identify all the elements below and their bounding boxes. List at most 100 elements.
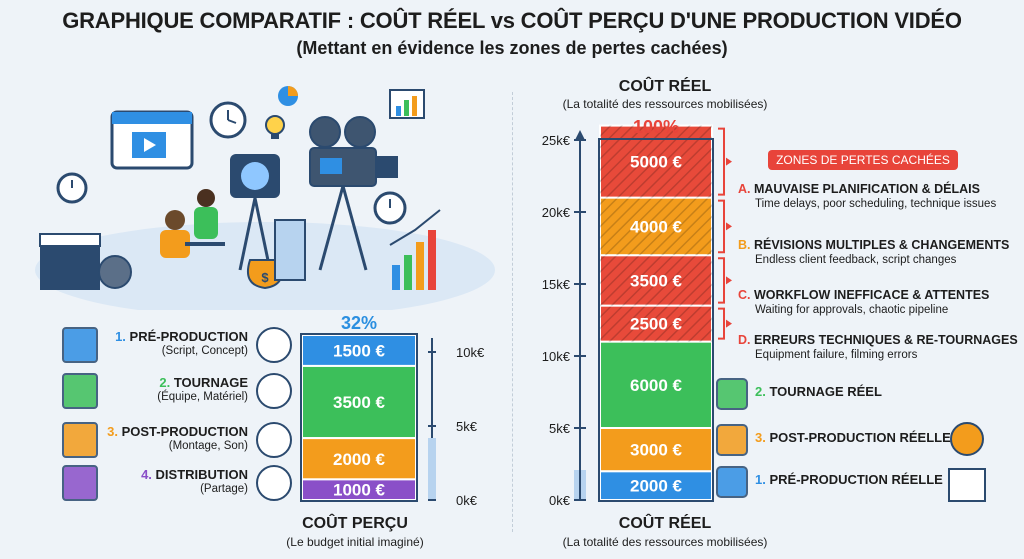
clock-icon <box>56 172 88 204</box>
money-bag-icon <box>950 422 984 456</box>
clock-icon <box>373 191 407 225</box>
zone-detail: Waiting for approvals, chaotic pipeline <box>755 304 949 316</box>
zone-detail: Endless client feedback, script changes <box>755 254 957 266</box>
category-number: 4. <box>141 467 156 482</box>
category-icon <box>62 327 98 363</box>
category-title: 1. PRÉ-PRODUCTION <box>98 329 248 344</box>
real-chart-top-subtitle: (La totalité des ressources mobilisées) <box>562 97 768 111</box>
y-tick-label: 5k€ <box>456 419 478 434</box>
zone-detail: Equipment failure, filming errors <box>755 349 918 361</box>
real-chart-subtitle: (La totalité des ressources mobilisées) <box>562 535 768 549</box>
zone-label: ERREURS TECHNIQUES & RE-TOURNAGES <box>753 333 1018 347</box>
bar-value-label: 3500 € <box>630 271 683 290</box>
zone-detail: Time delays, poor scheduling, technique … <box>755 198 997 210</box>
bar-value-label: 2000 € <box>333 450 386 469</box>
person-icon <box>160 210 225 258</box>
category-label: TOURNAGE RÉEL <box>769 384 882 399</box>
bar-value-label: 1500 € <box>333 341 386 360</box>
bar-hatch <box>600 197 712 256</box>
real-chart-top-title: COÛT RÉEL <box>618 78 712 95</box>
zone-label: WORKFLOW INEFFICACE & ATTENTES <box>753 288 990 302</box>
bar-segment <box>301 364 417 440</box>
zone-letter: B. <box>738 238 754 252</box>
category-label: PRÉ-PRODUCTION <box>129 329 248 344</box>
y-tick-label: 20k€ <box>542 205 571 220</box>
category-title: 3. POST-PRODUCTION <box>98 424 248 439</box>
category-detail: (Équipe, Matériel) <box>157 391 248 403</box>
clock-icon <box>209 101 247 139</box>
page-title: GRAPHIQUE COMPARATIF : COÛT RÉEL vs COÛT… <box>62 8 962 33</box>
axis-fill <box>428 438 436 500</box>
category-side-icon <box>256 327 292 363</box>
bar-hatch <box>600 305 712 342</box>
zone-arrow <box>726 157 732 166</box>
page-subtitle: (Mettant en évidence les zones de pertes… <box>296 38 728 58</box>
bar-hatch <box>600 255 712 306</box>
category-title: 3. POST-PRODUCTION RÉELLE <box>755 430 955 445</box>
y-tick-label: 10k€ <box>542 349 571 364</box>
category-side-icon <box>256 465 292 501</box>
loss-zone-badge: ZONES DE PERTES CACHÉES <box>768 150 958 170</box>
real-cost-chart: 0k€ 5k€ 10k€ 15k€ 20k€ 25k€ 2000 € 3000 € 6000 … <box>542 117 732 508</box>
zone-title: A. MAUVAISE PLANIFICATION & DÉLAIS <box>738 182 1018 196</box>
zone-title: C. WORKFLOW INEFFICACE & ATTENTES <box>738 288 1018 302</box>
y-tick-label: 5k€ <box>549 421 571 436</box>
clapperboard-icon <box>39 233 101 290</box>
category-detail: (Montage, Son) <box>168 440 248 452</box>
category-side-icon <box>256 373 292 409</box>
category-number: 2. <box>755 384 770 399</box>
category-icon <box>62 422 98 458</box>
category-label: POST-PRODUCTION <box>121 424 248 439</box>
y-tick-label: 25k€ <box>542 133 571 148</box>
zone-bracket <box>718 127 725 196</box>
category-icon <box>716 466 748 498</box>
lightbulb-icon <box>265 115 285 139</box>
real-chart-title: COÛT RÉEL <box>618 515 712 532</box>
bar-value-label: 6000 € <box>630 376 683 395</box>
growth-chart-icon <box>389 209 441 290</box>
category-detail: (Script, Concept) <box>161 345 248 357</box>
perceived-chart-subtitle: (Le budget initial imaginé) <box>286 535 424 549</box>
category-icon <box>62 465 98 501</box>
category-title: 1. PRÉ-PRODUCTION RÉELLE <box>755 472 955 487</box>
bar-value-label: 1000 € <box>333 481 386 500</box>
zone-title: D. ERREURS TECHNIQUES & RE-TOURNAGES <box>738 333 1018 347</box>
zone-bracket <box>718 307 725 340</box>
category-label: POST-PRODUCTION RÉELLE <box>769 430 951 445</box>
category-icon <box>62 373 98 409</box>
growth-chart-icon <box>948 468 986 502</box>
category-number: 3. <box>107 424 122 439</box>
bar-value-label: 3000 € <box>630 441 683 460</box>
svg-text:$: $ <box>261 270 269 285</box>
percent-label: 32% <box>341 313 377 333</box>
divider <box>512 92 513 532</box>
bar-value-label: 2000 € <box>630 477 683 496</box>
film-camera-icon <box>309 116 398 271</box>
perceived-cost-chart: 1500 € 3500 € 2000 € 1000 € 32% 0k€ 5k€ 10k€ <box>300 313 485 508</box>
pie-icon <box>278 86 298 106</box>
category-label: PRÉ-PRODUCTION RÉELLE <box>769 472 943 487</box>
category-number: 2. <box>159 375 174 390</box>
perceived-chart-title: COÛT PERÇU <box>302 515 408 532</box>
film-strip-icon <box>274 219 306 281</box>
zone-label: MAUVAISE PLANIFICATION & DÉLAIS <box>753 182 980 196</box>
category-label: TOURNAGE <box>173 375 248 390</box>
bar-outline <box>598 138 714 502</box>
category-icon <box>716 424 748 456</box>
category-icon <box>716 378 748 410</box>
person-icon <box>194 189 218 239</box>
bar-chart-icon <box>389 89 425 119</box>
zone-arrow <box>726 276 732 285</box>
category-number: 1. <box>755 472 770 487</box>
bar-value-label: 2500 € <box>630 315 683 334</box>
production-illustration: $ <box>35 86 495 310</box>
zone-letter: A. <box>738 182 754 196</box>
bar-outline <box>300 333 418 502</box>
percent-label: 100% <box>633 117 679 137</box>
category-side-icon <box>256 422 292 458</box>
bar-value-label: 4000 € <box>630 217 683 236</box>
category-label: DISTRIBUTION <box>155 467 248 482</box>
zone-bracket <box>718 199 725 254</box>
category-number: 3. <box>755 430 770 445</box>
zone-letter: D. <box>738 333 754 347</box>
